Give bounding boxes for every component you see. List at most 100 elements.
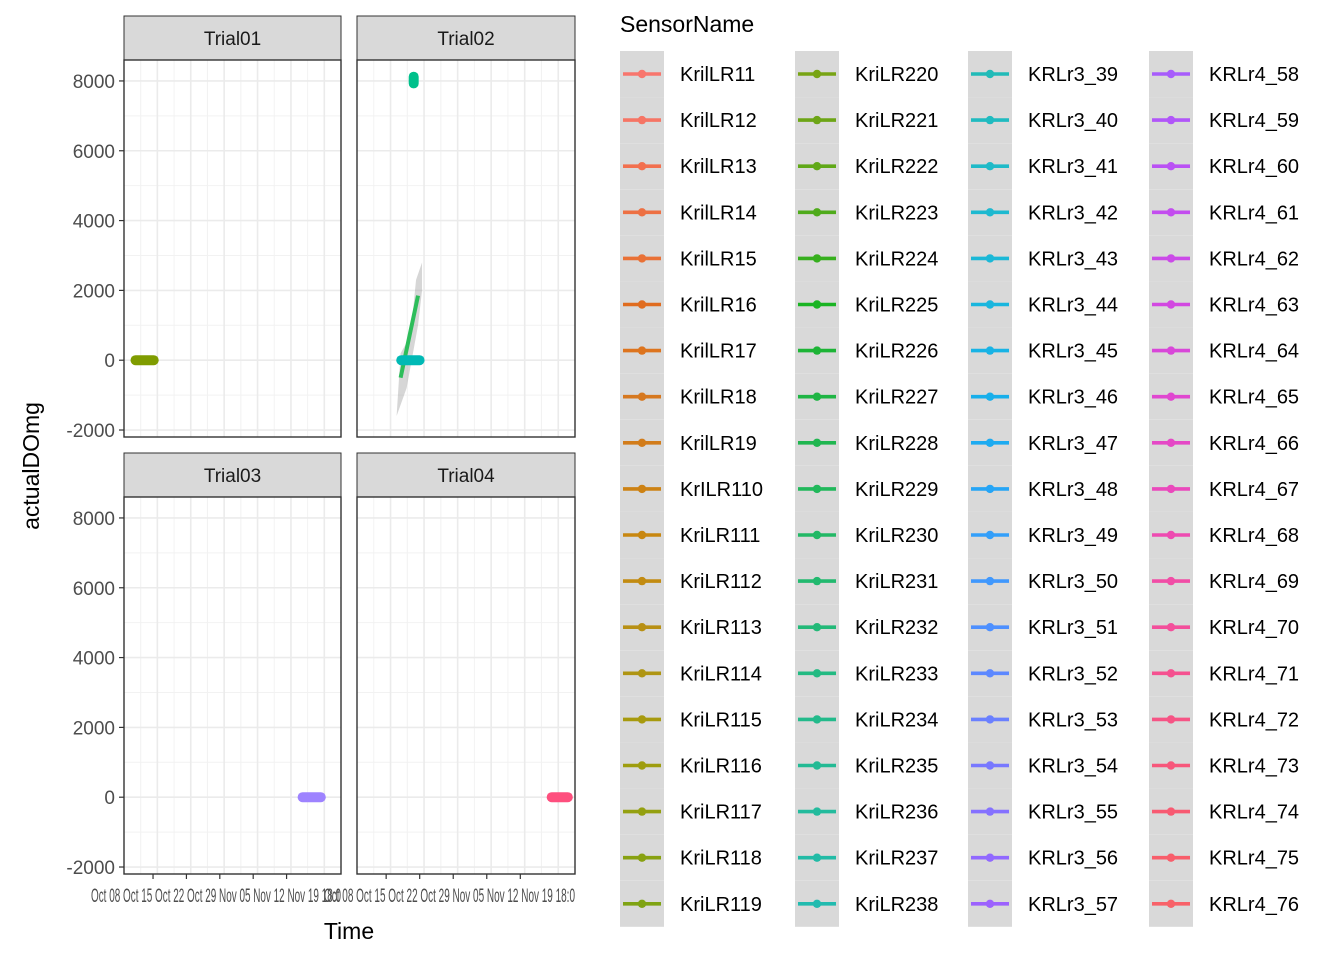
legend-label: KriLR226 (855, 341, 938, 363)
legend-label: KRLr3_49 (1028, 525, 1118, 547)
facet-panels: Trial01 Trial02 Trial03 Trial04 (123, 15, 576, 875)
legend-key-point (637, 115, 647, 125)
facet-trial02: Trial02 (356, 15, 576, 438)
legend-key-point (812, 807, 822, 816)
legend-label: KRLr3_40 (1028, 110, 1118, 132)
legend-label: KriLR220 (855, 64, 938, 86)
legend-item: KrilLR15 (620, 235, 757, 282)
legend-key-point (637, 623, 647, 632)
legend-label: KriLR225 (855, 295, 938, 317)
legend-label: KRLr3_48 (1028, 479, 1118, 501)
legend-item: KriLR238 (795, 880, 938, 927)
y-tick-label: 2000 (73, 718, 115, 739)
legend-key-point (812, 115, 822, 125)
legend-item: KrilLR11 (620, 51, 755, 97)
legend-label: KRLr4_74 (1209, 802, 1299, 824)
legend-key-point (985, 807, 995, 816)
legend-label: KRLr4_70 (1209, 617, 1299, 639)
legend-item: KriLR113 (620, 604, 762, 651)
legend-label: KRLr3_50 (1028, 571, 1118, 593)
legend-label: KriLR117 (680, 802, 762, 824)
legend-key-point (812, 623, 822, 632)
legend-item: KriLR226 (795, 327, 938, 374)
legend-label: KriLR221 (855, 110, 938, 132)
legend-key-point (812, 853, 822, 862)
legend-label: KrilLR15 (680, 248, 757, 270)
y-axis-label: actualDOmg (18, 402, 44, 530)
y-tick-label: 0 (104, 788, 115, 809)
legend-label: KriLR227 (855, 387, 938, 409)
legend-label: KriLR234 (855, 709, 938, 731)
panel-border (356, 59, 576, 438)
legend-item: KRLr4_66 (1149, 419, 1299, 466)
legend-key-point (1166, 899, 1176, 908)
legend-item: KriLR227 (795, 373, 938, 420)
legend-label: KRLr3_43 (1028, 248, 1118, 270)
legend-key-point (812, 899, 822, 908)
legend-label: KRLr4_62 (1209, 248, 1299, 270)
y-tick-label: 8000 (73, 509, 115, 530)
legend-label: KRLr4_64 (1209, 341, 1299, 363)
legend-key-point (637, 530, 647, 540)
legend-label: KriLR116 (680, 756, 762, 778)
legend-key-point (812, 346, 822, 355)
legend: SensorName KrilLR11 KrilLR12 KrilLR13 KrilL… (620, 11, 1299, 927)
legend-key-point (812, 715, 822, 724)
legend-label: KriLR223 (855, 202, 938, 224)
legend-label: KrilLR11 (680, 64, 755, 86)
legend-item: KrILR110 (620, 465, 763, 512)
legend-item: KRLr3_44 (968, 281, 1118, 328)
legend-key-point (985, 392, 995, 401)
legend-item: KriLR231 (795, 558, 938, 605)
legend-key-point (1166, 300, 1176, 309)
legend-key-point (1166, 669, 1176, 678)
legend-key-point (985, 69, 995, 79)
legend-key-point (637, 576, 647, 586)
legend-label: KriLR113 (680, 617, 762, 639)
legend-item: KriLR112 (620, 558, 762, 605)
legend-item: KriLR236 (795, 788, 938, 835)
legend-key-point (637, 162, 647, 171)
legend-label: KrilLR16 (680, 295, 757, 317)
legend-label: KriLR115 (680, 709, 762, 731)
legend-label: KrILR110 (680, 479, 763, 501)
legend-key-point (985, 853, 995, 862)
legend-item: KriLR232 (795, 604, 938, 651)
legend-item: KRLr3_50 (968, 558, 1118, 605)
legend-item: KRLr3_54 (968, 742, 1118, 789)
y-tick-label: 0 (104, 351, 115, 372)
legend-item: KriLR222 (795, 143, 938, 190)
legend-label: KRLr4_58 (1209, 64, 1299, 86)
legend-key-point (1166, 761, 1176, 770)
facet-strip-label: Trial04 (437, 466, 495, 487)
legend-label: KRLr3_57 (1028, 894, 1118, 916)
legend-item: KRLr4_65 (1149, 373, 1299, 420)
legend-label: KRLr3_39 (1028, 64, 1118, 86)
y-tick-label: 4000 (73, 212, 115, 233)
legend-key-point (812, 530, 822, 540)
legend-key-point (637, 300, 647, 309)
legend-key-point (985, 346, 995, 355)
facet-strip (123, 452, 342, 498)
legend-key-point (985, 530, 995, 540)
legend-item: KriLR119 (620, 880, 762, 927)
legend-key-point (985, 115, 995, 125)
legend-key-point (1166, 438, 1176, 447)
legend-key-point (1166, 392, 1176, 401)
legend-key-point (985, 254, 995, 263)
legend-item: KriLR118 (620, 834, 762, 881)
legend-key-point (637, 853, 647, 862)
y-tick-label: -2000 (66, 858, 115, 879)
legend-item: KRLr4_70 (1149, 604, 1299, 651)
y-tick-label: 8000 (73, 72, 115, 93)
legend-item: KRLr3_47 (968, 419, 1118, 466)
legend-key-point (985, 162, 995, 171)
legend-key-point (637, 669, 647, 678)
legend-key-point (1166, 623, 1176, 632)
legend-key-point (637, 69, 647, 79)
legend-item: KRLr4_61 (1149, 189, 1299, 236)
legend-key-point (637, 484, 647, 494)
legend-label: KRLr4_68 (1209, 525, 1299, 547)
legend-label: KriLR236 (855, 802, 938, 824)
legend-key-point (637, 254, 647, 263)
